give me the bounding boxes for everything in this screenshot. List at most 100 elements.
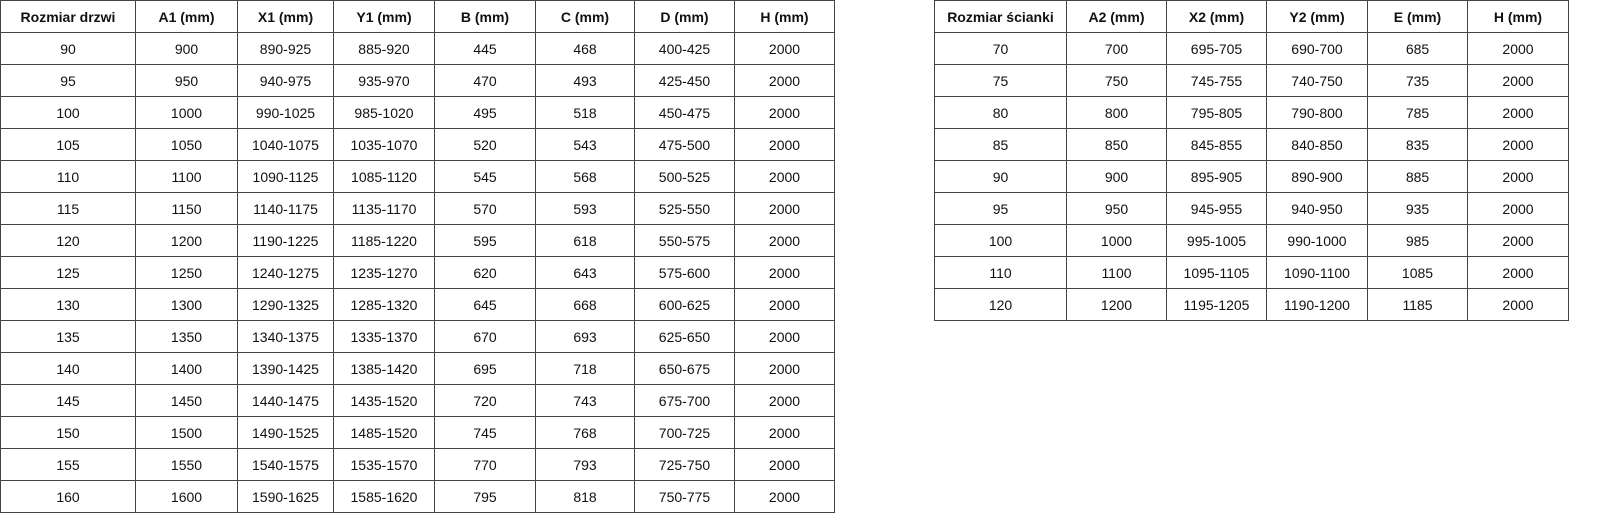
table-cell: 445 — [434, 32, 536, 65]
table-cell: 95 — [934, 192, 1067, 225]
table-cell: 2000 — [734, 288, 835, 321]
table-cell: 700 — [1066, 32, 1167, 65]
table-cell: 2000 — [734, 224, 835, 257]
table-cell: 735 — [1367, 64, 1468, 97]
table-cell: 2000 — [734, 192, 835, 225]
table-cell: 1190-1200 — [1266, 288, 1368, 321]
table-cell: 740-750 — [1266, 64, 1368, 97]
column-header: D (mm) — [634, 0, 735, 33]
table-row: 100 1000 990-1025 985-1020 495 518 450-475 2000 — [0, 96, 835, 129]
table-cell: 700-725 — [634, 416, 735, 449]
table-cell: 2000 — [734, 256, 835, 289]
table-cell: 890-900 — [1266, 160, 1368, 193]
table-cell: 670 — [434, 320, 536, 353]
table-cell: 743 — [535, 384, 635, 417]
table-cell: 1000 — [135, 96, 238, 129]
table-cell: 850 — [1066, 128, 1167, 161]
table-cell: 160 — [0, 480, 136, 513]
table-cell: 690-700 — [1266, 32, 1368, 65]
table-cell: 545 — [434, 160, 536, 193]
table-cell: 720 — [434, 384, 536, 417]
table-cell: 570 — [434, 192, 536, 225]
table-cell: 643 — [535, 256, 635, 289]
table-cell: 745-755 — [1166, 64, 1267, 97]
table-cell: 1350 — [135, 320, 238, 353]
table-row: 120 1200 1195-1205 1190-1200 1185 2000 — [934, 288, 1569, 321]
table-cell: 1140-1175 — [237, 192, 334, 225]
table-cell: 725-750 — [634, 448, 735, 481]
table-cell: 1550 — [135, 448, 238, 481]
table-cell: 2000 — [734, 480, 835, 513]
table-cell: 2000 — [734, 128, 835, 161]
table-cell: 2000 — [1467, 288, 1569, 321]
table-cell: 750 — [1066, 64, 1167, 97]
table-cell: 115 — [0, 192, 136, 225]
table-cell: 520 — [434, 128, 536, 161]
table-cell: 1090-1125 — [237, 160, 334, 193]
table-cell: 1135-1170 — [333, 192, 435, 225]
table-cell: 1435-1520 — [333, 384, 435, 417]
table-cell: 695 — [434, 352, 536, 385]
table-row: 150 1500 1490-1525 1485-1520 745 768 700-725 20… — [0, 416, 835, 449]
table-cell: 120 — [0, 224, 136, 257]
table-cell: 2000 — [734, 160, 835, 193]
table-cell: 550-575 — [634, 224, 735, 257]
table-cell: 1300 — [135, 288, 238, 321]
table-cell: 90 — [934, 160, 1067, 193]
table-cell: 800 — [1066, 96, 1167, 129]
table-row: 140 1400 1390-1425 1385-1420 695 718 650-675 20… — [0, 352, 835, 385]
table-cell: 795-805 — [1166, 96, 1267, 129]
table-cell: 110 — [934, 256, 1067, 289]
table-row: 160 1600 1590-1625 1585-1620 795 818 750-775 20… — [0, 480, 835, 513]
table-cell: 750-775 — [634, 480, 735, 513]
table-cell: 425-450 — [634, 64, 735, 97]
table-cell: 1200 — [135, 224, 238, 257]
table-cell: 70 — [934, 32, 1067, 65]
table-cell: 1335-1370 — [333, 320, 435, 353]
table-cell: 618 — [535, 224, 635, 257]
table-cell: 593 — [535, 192, 635, 225]
column-header: Y2 (mm) — [1266, 0, 1368, 33]
table-cell: 1450 — [135, 384, 238, 417]
table-cell: 1040-1075 — [237, 128, 334, 161]
table-cell: 770 — [434, 448, 536, 481]
table-cell: 468 — [535, 32, 635, 65]
table-cell: 795 — [434, 480, 536, 513]
table-cell: 935 — [1367, 192, 1468, 225]
table-cell: 695-705 — [1166, 32, 1267, 65]
column-header: B (mm) — [434, 0, 536, 33]
table-cell: 1185-1220 — [333, 224, 435, 257]
column-header: X2 (mm) — [1166, 0, 1267, 33]
table-cell: 1600 — [135, 480, 238, 513]
table-cell: 895-905 — [1166, 160, 1267, 193]
column-header: C (mm) — [535, 0, 635, 33]
table-cell: 2000 — [1467, 160, 1569, 193]
table-cell: 1090-1100 — [1266, 256, 1368, 289]
table-cell: 493 — [535, 64, 635, 97]
table-cell: 900 — [1066, 160, 1167, 193]
table-cell: 818 — [535, 480, 635, 513]
table-cell: 2000 — [1467, 224, 1569, 257]
column-header: X1 (mm) — [237, 0, 334, 33]
column-header: A2 (mm) — [1066, 0, 1167, 33]
table-cell: 2000 — [734, 384, 835, 417]
table-cell: 950 — [135, 64, 238, 97]
table-cell: 793 — [535, 448, 635, 481]
table-cell: 718 — [535, 352, 635, 385]
table-cell: 1490-1525 — [237, 416, 334, 449]
table-row: 80 800 795-805 790-800 785 2000 — [934, 96, 1569, 129]
table-cell: 95 — [0, 64, 136, 97]
table-cell: 885 — [1367, 160, 1468, 193]
table-cell: 135 — [0, 320, 136, 353]
table-cell: 890-925 — [237, 32, 334, 65]
table-cell: 2000 — [1467, 32, 1569, 65]
table-cell: 1340-1375 — [237, 320, 334, 353]
table-row: 145 1450 1440-1475 1435-1520 720 743 675-700 20… — [0, 384, 835, 417]
table-cell: 2000 — [734, 96, 835, 129]
column-header: Y1 (mm) — [333, 0, 435, 33]
table-cell: 790-800 — [1266, 96, 1368, 129]
table-cell: 110 — [0, 160, 136, 193]
table-cell: 1385-1420 — [333, 352, 435, 385]
table-cell: 990-1025 — [237, 96, 334, 129]
table-cell: 125 — [0, 256, 136, 289]
